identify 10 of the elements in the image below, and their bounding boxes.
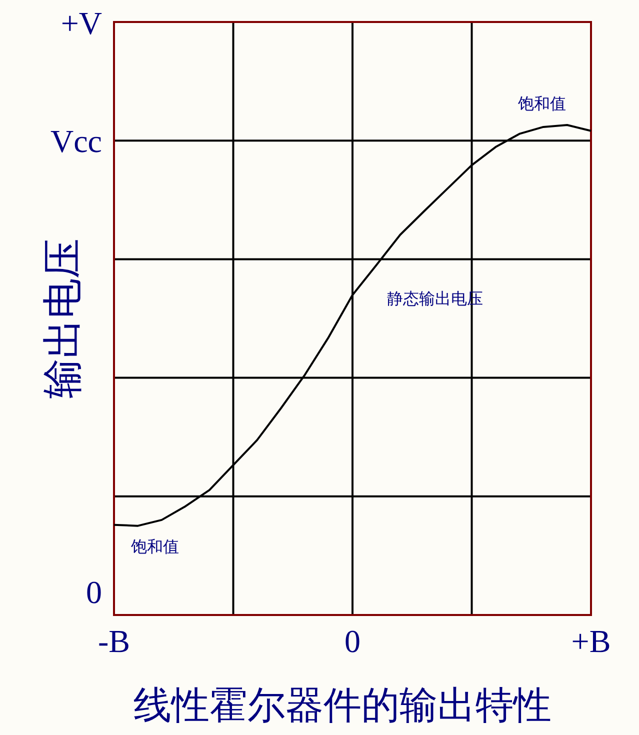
text: 线性霍尔器件的输出特性 (134, 683, 552, 727)
x-tick-label: +B (571, 623, 611, 659)
annotation: 饱和值 (130, 537, 179, 556)
text: 0 (86, 574, 102, 610)
x-tick-label: -B (98, 623, 130, 659)
text: 饱和值 (517, 94, 566, 113)
text: Vcc (50, 123, 102, 159)
x-tick-label: 0 (344, 623, 360, 659)
text: +V (60, 5, 102, 41)
y-axis-title: 输出电压 (40, 238, 86, 398)
